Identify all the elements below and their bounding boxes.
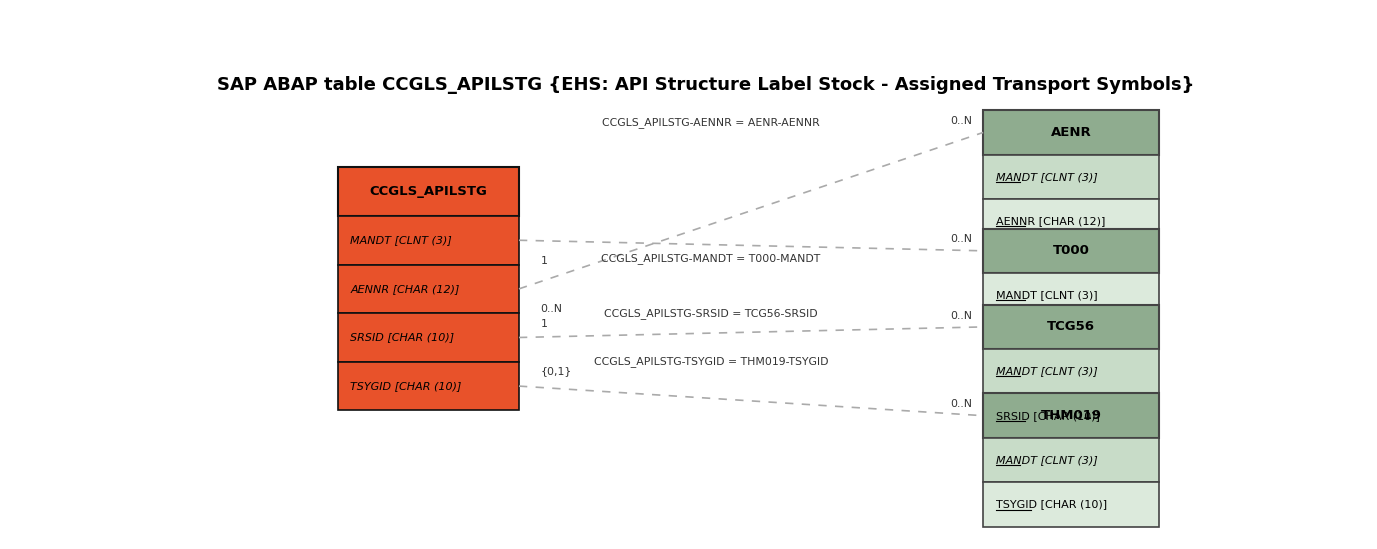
Text: 0..N: 0..N <box>950 234 972 244</box>
Text: MANDT [CLNT (3)]: MANDT [CLNT (3)] <box>996 172 1097 182</box>
Bar <box>983 110 1159 155</box>
Text: MANDT [CLNT (3)]: MANDT [CLNT (3)] <box>350 236 452 245</box>
Text: {0,1}: {0,1} <box>540 366 571 376</box>
Text: T000: T000 <box>1053 244 1089 257</box>
Text: SRSID [CHAR (10)]: SRSID [CHAR (10)] <box>996 411 1100 421</box>
Text: MANDT [CLNT (3)]: MANDT [CLNT (3)] <box>996 455 1097 465</box>
Bar <box>337 362 519 411</box>
Text: AENR: AENR <box>1051 126 1092 139</box>
Bar <box>983 482 1159 526</box>
Text: 0..N: 0..N <box>950 311 972 321</box>
Text: TSYGID [CHAR (10)]: TSYGID [CHAR (10)] <box>350 381 461 391</box>
Bar <box>983 394 1159 438</box>
Text: 0..N: 0..N <box>540 304 562 314</box>
Text: 0..N: 0..N <box>950 116 972 126</box>
Text: MANDT [CLNT (3)]: MANDT [CLNT (3)] <box>996 290 1097 300</box>
Text: CCGLS_APILSTG-SRSID = TCG56-SRSID: CCGLS_APILSTG-SRSID = TCG56-SRSID <box>605 308 818 318</box>
Text: 1: 1 <box>540 256 547 266</box>
Bar <box>983 273 1159 317</box>
Text: TSYGID [CHAR (10)]: TSYGID [CHAR (10)] <box>996 500 1107 509</box>
Text: 1: 1 <box>540 319 547 329</box>
Bar <box>983 438 1159 482</box>
Text: CCGLS_APILSTG-MANDT = T000-MANDT: CCGLS_APILSTG-MANDT = T000-MANDT <box>602 253 821 264</box>
Text: 0..N: 0..N <box>950 399 972 410</box>
Bar <box>983 349 1159 394</box>
Text: THM019: THM019 <box>1041 409 1102 422</box>
Bar <box>337 216 519 265</box>
Bar <box>983 155 1159 199</box>
Text: CCGLS_APILSTG: CCGLS_APILSTG <box>369 185 487 198</box>
Text: SAP ABAP table CCGLS_APILSTG {EHS: API Structure Label Stock - Assigned Transpor: SAP ABAP table CCGLS_APILSTG {EHS: API S… <box>218 76 1194 94</box>
Text: AENNR [CHAR (12)]: AENNR [CHAR (12)] <box>996 216 1106 226</box>
Bar <box>983 228 1159 273</box>
Text: CCGLS_APILSTG-AENNR = AENR-AENNR: CCGLS_APILSTG-AENNR = AENR-AENNR <box>602 117 819 128</box>
Bar <box>983 199 1159 243</box>
Bar <box>983 394 1159 438</box>
Text: MANDT [CLNT (3)]: MANDT [CLNT (3)] <box>996 366 1097 376</box>
Text: TCG56: TCG56 <box>1048 321 1095 333</box>
Bar <box>983 305 1159 349</box>
Text: CCGLS_APILSTG-TSYGID = THM019-TSYGID: CCGLS_APILSTG-TSYGID = THM019-TSYGID <box>593 356 829 367</box>
Bar <box>337 313 519 362</box>
Bar <box>337 265 519 313</box>
Text: SRSID [CHAR (10)]: SRSID [CHAR (10)] <box>350 333 454 343</box>
Text: AENNR [CHAR (12)]: AENNR [CHAR (12)] <box>350 284 460 294</box>
Bar <box>337 167 519 216</box>
